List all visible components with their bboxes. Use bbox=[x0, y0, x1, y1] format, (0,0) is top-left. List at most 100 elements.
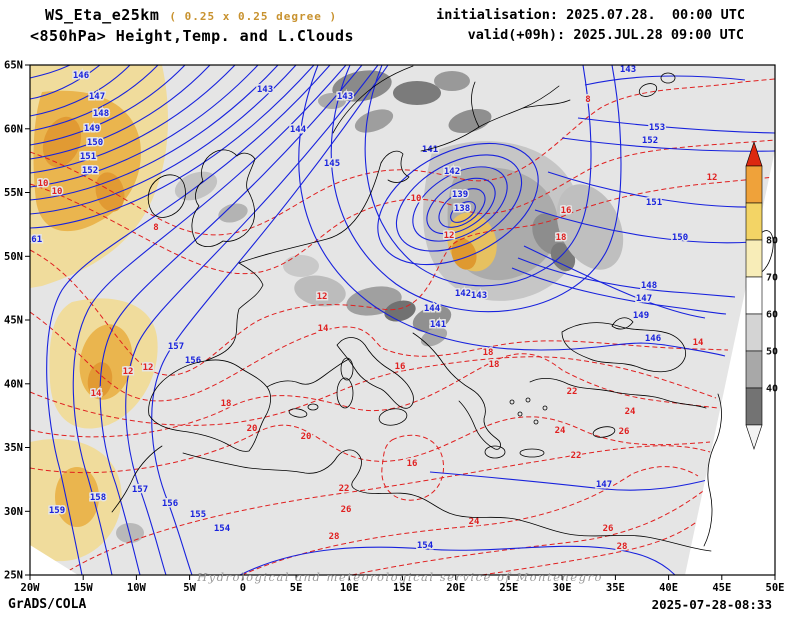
contour-label: 151 bbox=[80, 152, 96, 162]
contour-label: 156 bbox=[162, 499, 178, 509]
colorbar-cell bbox=[745, 202, 763, 241]
colorbar-label: 50 bbox=[766, 347, 778, 358]
colorbar-cell bbox=[745, 165, 763, 204]
contour-label: 10 bbox=[52, 187, 63, 197]
lon-label: 5W bbox=[183, 582, 196, 594]
lon-label: 15E bbox=[393, 582, 412, 594]
cloud-patch bbox=[55, 467, 99, 527]
contour-label: 152 bbox=[82, 166, 98, 176]
contour-label: 145 bbox=[324, 159, 340, 169]
contour-label: 161 bbox=[26, 235, 42, 245]
contour-label: 154 bbox=[214, 524, 231, 534]
colorbar-cell bbox=[745, 239, 763, 278]
product-title: <850hPa> Height,Temp. and L.Clouds bbox=[30, 27, 355, 45]
contour-label: 12 bbox=[444, 231, 455, 241]
height-contours bbox=[30, 65, 775, 575]
colorbar-cell bbox=[745, 313, 763, 352]
lon-label: 45E bbox=[712, 582, 731, 594]
contour-label: 26 bbox=[603, 524, 614, 534]
contour-label: 8 bbox=[585, 95, 590, 105]
projection-mask bbox=[30, 545, 78, 575]
contour-label: 139 bbox=[452, 190, 468, 200]
contour-label: 157 bbox=[132, 485, 148, 495]
contour-label: 154 bbox=[417, 541, 434, 551]
contour-label: 146 bbox=[73, 71, 89, 81]
contour-label: 149 bbox=[84, 124, 100, 134]
contour-label: 150 bbox=[672, 233, 688, 243]
contour-label: 156 bbox=[185, 356, 201, 366]
contour-label: 152 bbox=[642, 136, 658, 146]
cloud-cover-colorbar: 80 70 60 50 40 bbox=[745, 141, 778, 450]
contour-label: 26 bbox=[619, 427, 630, 437]
contour-label: 143 bbox=[620, 65, 636, 75]
contour-label: 12 bbox=[143, 363, 154, 373]
cloud-patch bbox=[393, 81, 441, 105]
model-name: WS_Eta_e25km bbox=[45, 6, 160, 24]
contour-label: 146 bbox=[645, 334, 661, 344]
lat-label: 25N bbox=[4, 570, 23, 582]
contour-label: 148 bbox=[641, 281, 657, 291]
lon-label: 5E bbox=[290, 582, 303, 594]
coastlines bbox=[111, 65, 774, 552]
colorbar-label: 60 bbox=[766, 310, 778, 321]
lat-label: 60N bbox=[4, 123, 23, 135]
contour-label: 12 bbox=[707, 173, 718, 183]
contour-label: 144 bbox=[290, 125, 307, 135]
cloud-patch bbox=[448, 108, 492, 134]
contour-label: 16 bbox=[561, 206, 572, 216]
lat-label: 65N bbox=[4, 60, 23, 72]
cloud-patch bbox=[218, 203, 248, 223]
contour-label: 24 bbox=[625, 407, 636, 417]
height-labels: 1461471481491501511521611571561591581571… bbox=[26, 65, 690, 553]
cloud-patch bbox=[294, 275, 346, 307]
contour-label: 14 bbox=[318, 324, 329, 334]
lon-label: 20W bbox=[21, 582, 41, 594]
lon-label: 0 bbox=[240, 582, 246, 594]
contour-label: 142 bbox=[455, 289, 471, 299]
creation-timestamp: 2025-07-28-08:33 bbox=[651, 597, 772, 612]
lon-label: 30E bbox=[553, 582, 572, 594]
contour-label: 159 bbox=[49, 506, 65, 516]
map-content: 1461471481491501511521611571561591581571… bbox=[26, 65, 775, 575]
contour-label: 18 bbox=[489, 360, 500, 370]
contour-label: 28 bbox=[617, 542, 628, 552]
lat-label: 40N bbox=[4, 378, 23, 390]
lat-label: 50N bbox=[4, 251, 23, 263]
contour-label: 138 bbox=[454, 204, 470, 214]
model-resolution: ( 0.25 x 0.25 degree ) bbox=[169, 10, 338, 23]
colorbar-arrow-down-icon bbox=[745, 424, 763, 450]
contour-label: 141 bbox=[422, 145, 438, 155]
lon-label: 15W bbox=[74, 582, 94, 594]
contour-label: 26 bbox=[341, 505, 352, 515]
model-title: WS_Eta_e25km ( 0.25 x 0.25 degree ) bbox=[45, 6, 337, 24]
contour-label: 147 bbox=[596, 480, 612, 490]
contour-label: 16 bbox=[407, 459, 418, 469]
contour-label: 143 bbox=[337, 92, 353, 102]
watermark: Hydrological and meteorological service … bbox=[196, 570, 603, 584]
colorbar-cell bbox=[745, 276, 763, 315]
grads-credit: GrADS/COLA bbox=[8, 597, 87, 612]
contour-label: 20 bbox=[247, 424, 258, 434]
contour-label: 151 bbox=[646, 198, 662, 208]
contour-label: 141 bbox=[430, 320, 446, 330]
contour-label: 18 bbox=[556, 233, 567, 243]
contour-label: 24 bbox=[469, 517, 480, 527]
initialisation-time: initialisation: 2025.07.28. 00:00 UTC bbox=[436, 7, 745, 23]
contour-label: 24 bbox=[555, 426, 566, 436]
contour-label: 10 bbox=[38, 179, 49, 189]
lat-label: 30N bbox=[4, 506, 23, 518]
lon-label: 10W bbox=[127, 582, 147, 594]
contour-label: 143 bbox=[471, 291, 487, 301]
lon-label: 10E bbox=[340, 582, 359, 594]
lon-label: 40E bbox=[659, 582, 678, 594]
lat-label: 55N bbox=[4, 187, 23, 199]
contour-label: 22 bbox=[567, 387, 578, 397]
contour-label: 155 bbox=[190, 510, 206, 520]
contour-label: 12 bbox=[123, 367, 134, 377]
contour-label: 147 bbox=[89, 92, 105, 102]
contour-label: 22 bbox=[571, 451, 582, 461]
cloud-patch bbox=[434, 71, 470, 91]
cloud-patch bbox=[283, 255, 319, 277]
